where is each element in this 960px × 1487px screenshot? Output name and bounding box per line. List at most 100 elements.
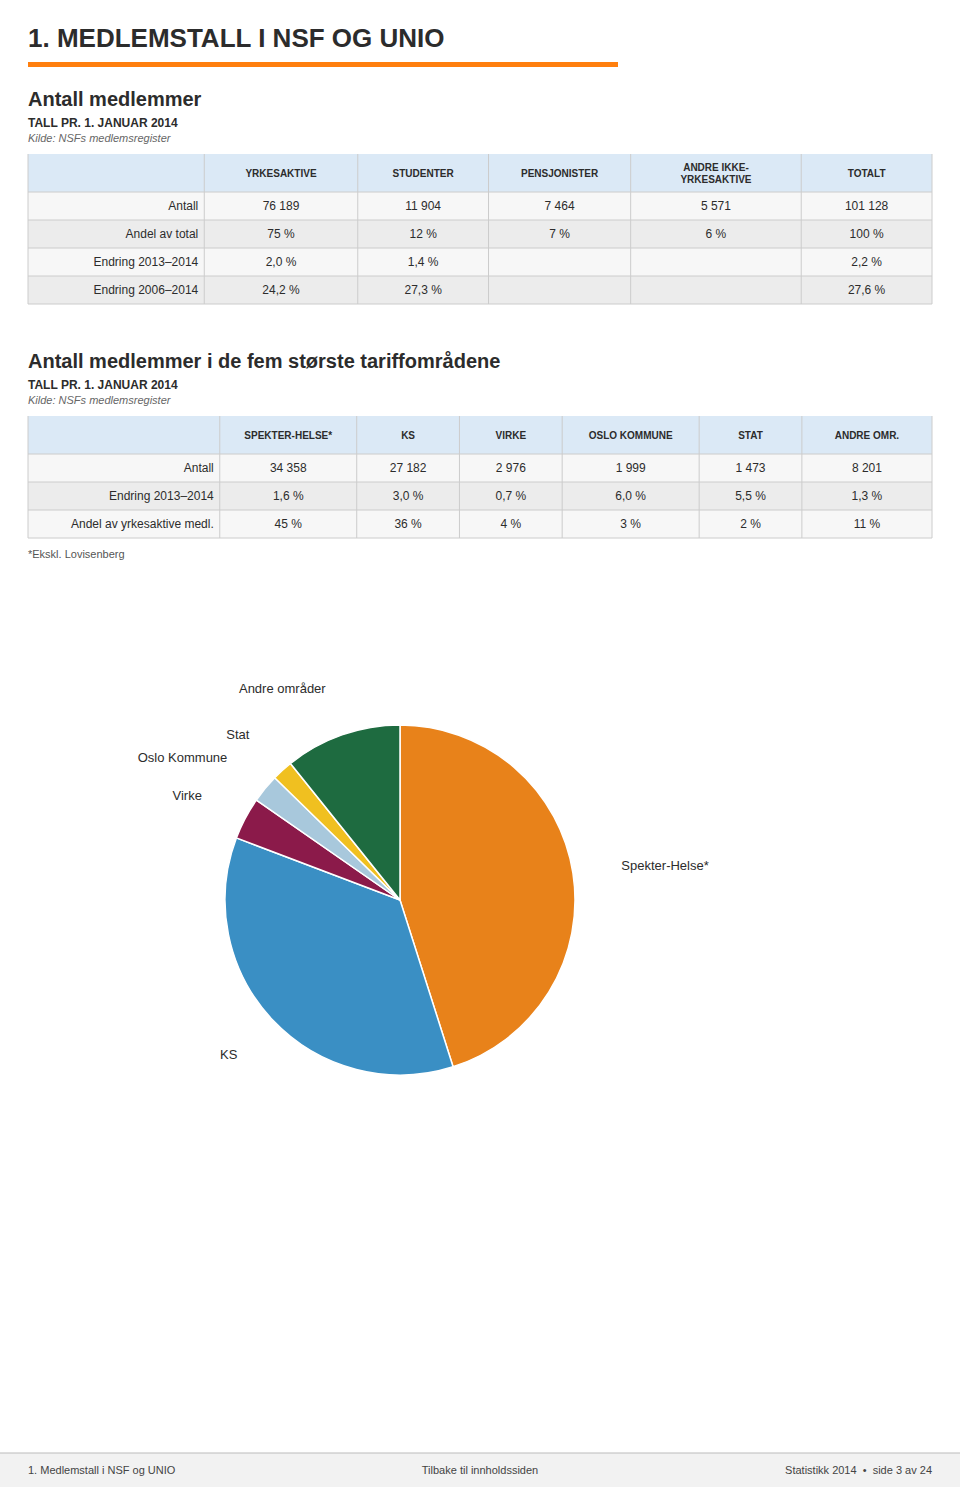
table-rule [28,416,29,538]
row-label: Antall [184,461,214,475]
section-source: Kilde: NSFs medlemsregister [28,394,172,406]
footer-right: Statistikk 2014 • side 3 av 24 [785,1464,932,1476]
table-cell: 1 999 [616,461,646,475]
table-row-bg [28,454,932,482]
footnote: *Ekskl. Lovisenberg [28,548,125,560]
table-rule [28,192,932,193]
column-header: STUDENTER [393,168,455,179]
slice-label: Andre områder [239,681,326,696]
section-source: Kilde: NSFs medlemsregister [28,132,172,144]
slice-label: Virke [172,788,201,803]
table-row-bg [28,510,932,538]
table-rule [932,416,933,538]
table-rule [459,416,460,538]
table-cell: 3 % [620,517,641,531]
row-label: Antall [168,199,198,213]
column-header: KS [401,430,415,441]
row-label: Endring 2013–2014 [109,489,214,503]
table-cell: 27,6 % [848,283,886,297]
column-header: VIRKE [496,430,527,441]
table-cell: 27 182 [390,461,427,475]
slice-label: Spekter-Helse* [621,858,708,873]
table-rule [488,154,489,304]
table-cell: 1,3 % [852,489,883,503]
pie-labels: Spekter-Helse* KS Virke Oslo Kommune Stat And… [138,681,709,1061]
table-row-bg [28,220,932,248]
table-rule [630,154,631,304]
table-cell: 6,0 % [615,489,646,503]
table-rule [28,276,932,277]
pie-slice [290,725,400,900]
table-cell: 8 201 [852,461,882,475]
table-cell: 2,0 % [266,255,297,269]
title-bar [28,62,618,67]
table-rule [932,154,933,304]
section-title: Antall medlemmer i de fem største tariff… [28,350,500,372]
table-cell: 6 % [706,227,727,241]
table-cell: 3,0 % [393,489,424,503]
table-header-bg [28,416,932,454]
table-cell: 45 % [275,517,303,531]
table-rule [219,416,220,538]
table-rule [28,248,932,249]
table-section: Antall medlemmer TALL PR. 1. JANUAR 2014 K… [28,88,932,304]
table-cell: 27,3 % [404,283,442,297]
table-cell: 7 464 [545,199,575,213]
table-cell: 2,2 % [851,255,882,269]
footer-left: 1. Medlemstall i NSF og UNIO [28,1464,176,1476]
slice-label: Stat [226,727,250,742]
column-header: ANDRE IKKE-YRKESAKTIVE [680,162,751,185]
table-rule [204,154,205,304]
section-title: Antall medlemmer [28,88,202,110]
table-cell: 7 % [549,227,570,241]
row-label: Andel av total [126,227,199,241]
row-label: Endring 2013–2014 [93,255,198,269]
table-cell: 1,6 % [273,489,304,503]
column-header: STAT [738,430,763,441]
table-cell: 1 473 [735,461,765,475]
table-rule [357,154,358,304]
table-cell: 11 % [854,517,881,531]
table-rule [28,510,932,511]
row-label: Andel av yrkesaktive medl. [71,517,214,531]
section-subtitle: TALL PR. 1. JANUAR 2014 [28,378,178,392]
table-cell: 5,5 % [735,489,766,503]
table-cell: 24,2 % [262,283,300,297]
table-cell: 101 128 [845,199,889,213]
table-rule [28,538,932,539]
table-cell: 0,7 % [495,489,526,503]
column-header: ANDRE OMR. [835,430,900,441]
table-rule [356,416,357,538]
column-header: TOTALT [848,168,886,179]
table-cell: 100 % [850,227,884,241]
column-header: YRKESAKTIVE [245,168,316,179]
table-rule [28,220,932,221]
table-section: Antall medlemmer i de fem største tariff… [28,350,932,560]
page: 1. MEDLEMSTALL I NSF OG UNIO Antall medle… [0,0,960,1487]
slice-label: KS [220,1047,238,1062]
section-subtitle: TALL PR. 1. JANUAR 2014 [28,116,178,130]
table-rule [28,304,932,305]
table-cell: 75 % [267,227,295,241]
table-header-bg [28,154,932,192]
column-header: SPEKTER-HELSE* [244,430,332,441]
table-cell: 34 358 [270,461,307,475]
table-cell: 36 % [394,517,422,531]
table-cell: 4 % [500,517,521,531]
table-cell: 76 189 [263,199,300,213]
table-cell: 2 976 [496,461,526,475]
table-rule [699,416,700,538]
pie-slices [225,725,575,1075]
page-title: 1. MEDLEMSTALL I NSF OG UNIO [28,23,445,53]
table-rule [801,154,802,304]
table-cell: 2 % [740,517,761,531]
row-label: Endring 2006–2014 [93,283,198,297]
table-rule [801,416,802,538]
column-header: OSLO KOMMUNE [589,430,673,441]
table-rule [28,454,932,455]
table-row-bg [28,192,932,220]
table-row-bg [28,482,932,510]
slice-label: Oslo Kommune [138,750,228,765]
footer-center[interactable]: Tilbake til innholdssiden [422,1464,538,1476]
pie-chart: Spekter-Helse* KS Virke Oslo Kommune Stat And… [138,681,709,1075]
